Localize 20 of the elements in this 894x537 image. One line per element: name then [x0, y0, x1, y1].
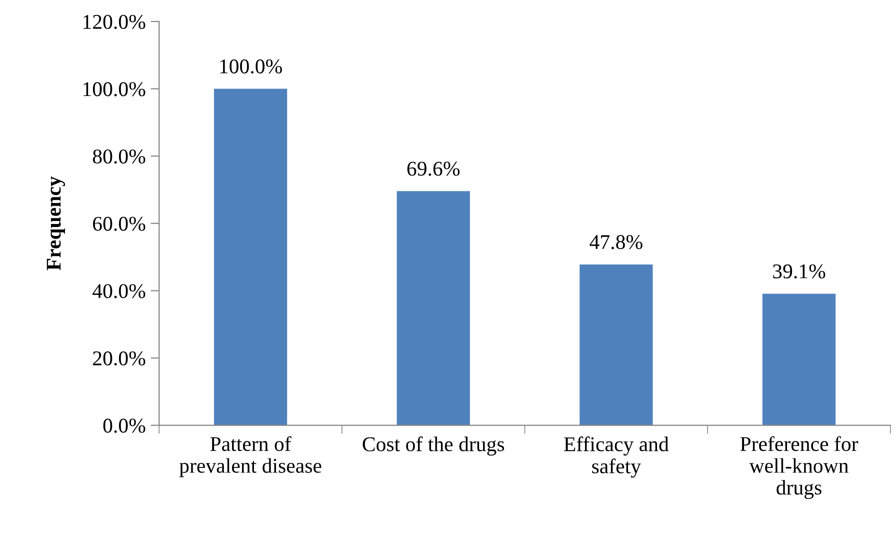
- bar: [396, 191, 470, 426]
- x-tick-label: Cost of the drugs: [362, 436, 504, 456]
- bar: [762, 294, 836, 426]
- data-label: 39.1%: [773, 264, 826, 278]
- y-tick-label: 100.0%: [84, 82, 146, 96]
- y-tick-label: 20.0%: [93, 351, 146, 366]
- bar: [580, 264, 653, 426]
- y-tick-label: 0.0%: [103, 418, 146, 433]
- x-tick-label: Pattern of prevalent disease: [179, 436, 322, 478]
- y-tick-label: 120.0%: [84, 14, 146, 30]
- y-tick-label: 60.0%: [93, 216, 146, 231]
- data-label: 47.8%: [590, 235, 642, 250]
- data-label: 100.0%: [220, 59, 282, 74]
- x-tick-label: Efficacy and safety: [564, 436, 669, 478]
- y-tick-label: 40.0%: [92, 284, 146, 298]
- y-axis-title: Frequency: [46, 176, 66, 270]
- y-tick-label: 80.0%: [92, 149, 146, 164]
- bar: [214, 88, 288, 426]
- x-tick-label: Preference for well-known drugs: [740, 436, 858, 499]
- data-label: 69.6%: [407, 162, 460, 176]
